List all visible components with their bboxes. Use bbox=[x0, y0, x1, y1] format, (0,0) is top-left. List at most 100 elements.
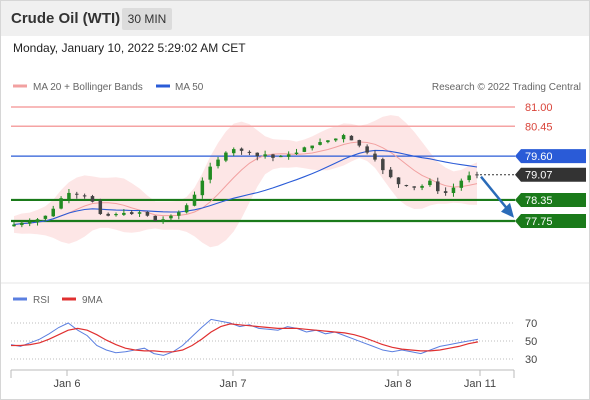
bollinger-bands bbox=[14, 115, 477, 248]
level-label-80-45: 80.45 bbox=[525, 121, 553, 133]
candle-body bbox=[231, 149, 236, 154]
candle-body bbox=[216, 159, 220, 167]
candle-body bbox=[459, 180, 464, 188]
candle-body bbox=[349, 135, 354, 141]
level-tag-text-79-60: 79.60 bbox=[525, 151, 553, 163]
candle-body bbox=[177, 212, 181, 216]
candle-body bbox=[333, 138, 338, 141]
candle-body bbox=[373, 153, 377, 160]
candle-body bbox=[404, 185, 409, 187]
candle-body bbox=[137, 212, 142, 214]
x-tick-label: Jan 7 bbox=[220, 378, 247, 390]
price-levels bbox=[11, 106, 515, 223]
bollinger-band-area bbox=[14, 115, 477, 248]
candle-body bbox=[106, 213, 110, 216]
candle-body bbox=[59, 198, 63, 209]
ma50-legend-label: MA 50 bbox=[175, 82, 204, 93]
candle-body bbox=[341, 135, 346, 140]
candle-body bbox=[263, 154, 267, 157]
candle-body bbox=[192, 194, 197, 206]
candle-body bbox=[294, 152, 299, 155]
candle-body bbox=[82, 195, 87, 197]
candle-body bbox=[12, 224, 16, 227]
level-tag-77-75 bbox=[515, 214, 586, 228]
candle-body bbox=[51, 208, 55, 217]
level-label-81-00: 81.00 bbox=[525, 102, 553, 114]
level-tag-text-79-07: 79.07 bbox=[525, 170, 553, 182]
candle-body bbox=[145, 211, 150, 216]
forecast-arrow-head bbox=[501, 202, 514, 218]
x-tick-label: Jan 11 bbox=[464, 378, 496, 390]
price-tags: 81.00 80.45 79.60 79.07 78.35 77.75 bbox=[515, 102, 586, 228]
level-tag-text-78-35: 78.35 bbox=[525, 195, 553, 207]
rsi-ma-line bbox=[11, 323, 479, 353]
candle-body bbox=[43, 215, 48, 219]
timeframe-button[interactable]: 30 MIN bbox=[122, 8, 172, 30]
candle-body bbox=[75, 193, 79, 195]
level-tag-79-60 bbox=[515, 149, 586, 164]
rsi-ma-legend-label: 9MA bbox=[82, 295, 103, 306]
x-tick-label: Jan 8 bbox=[385, 378, 412, 390]
rsi-tick-30: 30 bbox=[525, 354, 537, 366]
candle-body bbox=[184, 205, 189, 213]
candle-body bbox=[365, 146, 369, 153]
candle-body bbox=[114, 213, 118, 216]
candlesticks bbox=[12, 133, 514, 228]
level-tag-text-77-75: 77.75 bbox=[525, 216, 553, 228]
rsi-tick-70: 70 bbox=[525, 318, 537, 330]
candle-body bbox=[357, 140, 362, 146]
candle-body bbox=[279, 156, 283, 158]
candle-body bbox=[451, 187, 456, 194]
x-tick-label: Jan 6 bbox=[54, 378, 81, 390]
candle-body bbox=[20, 222, 24, 226]
candle-body bbox=[396, 177, 401, 185]
candle-body bbox=[412, 186, 416, 188]
candle-body bbox=[208, 166, 212, 180]
moving-averages bbox=[13, 141, 478, 226]
rsi-tick-50: 50 bbox=[525, 336, 537, 348]
candle-body bbox=[388, 169, 393, 178]
candle-body bbox=[27, 222, 32, 224]
candle-body bbox=[200, 180, 205, 196]
instrument-title: Crude Oil (WTI) bbox=[11, 10, 121, 27]
ma50-line bbox=[13, 149, 478, 226]
candle-body bbox=[436, 181, 440, 192]
candle-body bbox=[475, 174, 479, 176]
candle-body bbox=[90, 196, 95, 202]
candle-body bbox=[428, 180, 432, 186]
candle-body bbox=[381, 159, 385, 171]
candle-body bbox=[129, 212, 134, 214]
candle-body bbox=[239, 148, 244, 151]
candle-body bbox=[326, 140, 330, 143]
time-axis: Jan 6 Jan 7 Jan 8 Jan 11 bbox=[54, 370, 496, 390]
candle-body bbox=[98, 200, 103, 214]
candle-body bbox=[35, 219, 40, 223]
candle-body bbox=[467, 175, 471, 181]
candle-body bbox=[318, 142, 322, 145]
ma20-line bbox=[13, 141, 478, 225]
candle-body bbox=[67, 192, 71, 200]
level-tag-78-35 bbox=[515, 192, 586, 207]
level-tag-79-07 bbox=[515, 167, 586, 182]
candle-body bbox=[302, 147, 307, 152]
candle-body bbox=[310, 145, 314, 149]
forecast-arrow-shaft bbox=[480, 175, 509, 211]
candle-body bbox=[169, 215, 173, 219]
candle-body bbox=[122, 212, 126, 215]
credit-text: Research © 2022 Trading Central bbox=[432, 82, 581, 93]
candle-body bbox=[153, 215, 158, 221]
candle-body bbox=[286, 154, 291, 157]
candle-body bbox=[420, 185, 424, 188]
candle-body bbox=[271, 154, 275, 158]
candle-body bbox=[161, 219, 165, 222]
rsi-panel: 70 50 30 bbox=[10, 318, 537, 366]
candle-body bbox=[255, 152, 260, 157]
ma20-legend-label: MA 20 + Bollinger Bands bbox=[33, 82, 143, 93]
chart-header: Crude Oil (WTI) 30 MIN bbox=[1, 1, 589, 36]
timestamp: Monday, January 10, 2022 5:29:02 AM CET bbox=[13, 41, 246, 55]
candle-body bbox=[247, 151, 252, 153]
candle-body bbox=[443, 191, 448, 193]
candle-body bbox=[224, 152, 228, 161]
rsi-legend-label: RSI bbox=[33, 295, 50, 306]
